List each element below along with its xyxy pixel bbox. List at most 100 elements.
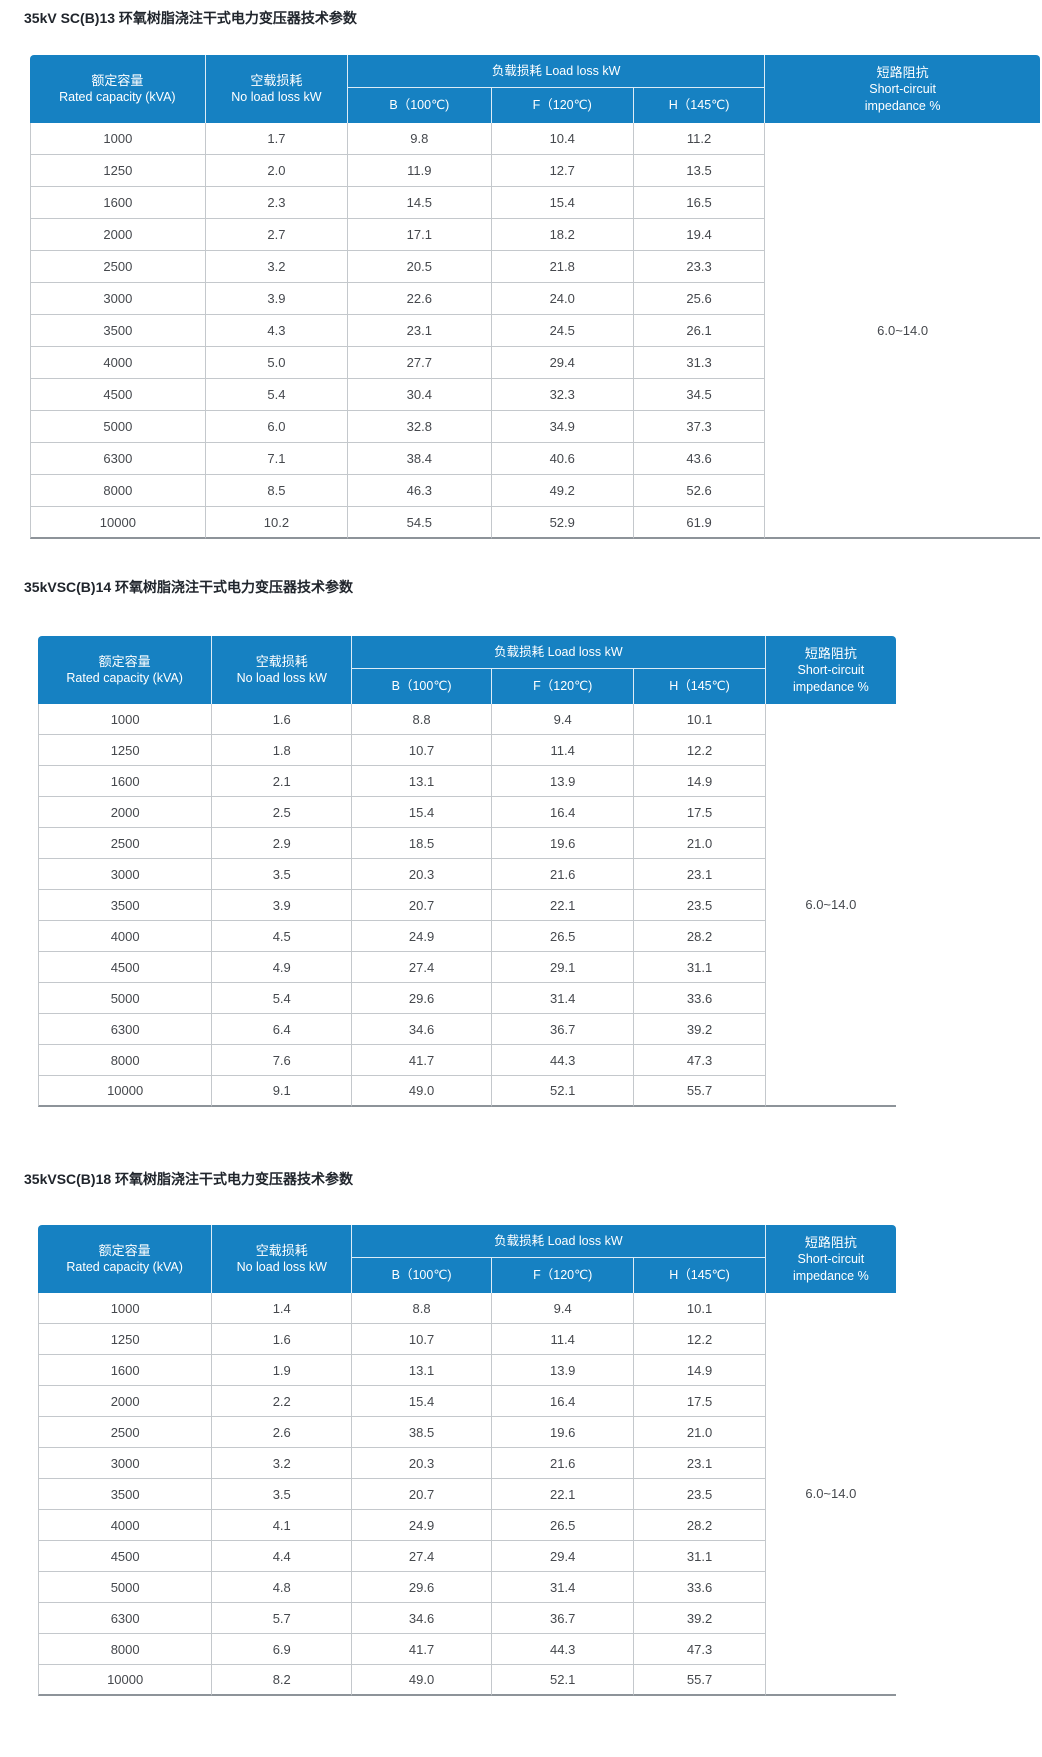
value-cell: 24.0 [490,283,633,315]
table-title: 35kVSC(B)14 环氧树脂浇注干式电力变压器技术参数 [24,579,354,595]
col-header-h-145c: H（145℃) [632,88,765,123]
capacity-cell: 1250 [38,1324,212,1355]
table-row: 6300 7.1 38.4 40.6 43.6 [30,443,1040,475]
capacity-cell: 1000 [38,704,212,735]
value-cell: 41.7 [351,1634,491,1665]
value-cell: 52.1 [491,1665,634,1696]
col-header-zh: 额定容量 [98,654,151,669]
col-header-zh: 额定容量 [91,73,144,88]
value-cell: 11.4 [491,735,634,766]
table-row: 6300 6.4 34.6 36.7 39.2 [38,1014,896,1045]
col-header-load-loss: 负载损耗 Load loss kW [347,55,765,88]
value-cell: 2.5 [211,797,352,828]
table-row: 3500 3.9 20.7 22.1 23.5 [38,890,896,921]
value-cell: 44.3 [491,1634,634,1665]
value-cell: 17.1 [347,219,491,251]
table-row: 2000 2.7 17.1 18.2 19.4 [30,219,1040,251]
value-cell: 9.1 [211,1076,352,1107]
col-header-en: Rated capacity (kVA) [59,90,176,104]
value-cell: 3.9 [204,283,348,315]
value-cell: 33.6 [633,1572,765,1603]
col-header-load-loss: 负载损耗 Load loss kW [351,1225,765,1258]
table-row: 5000 6.0 32.8 34.9 37.3 [30,411,1040,443]
value-cell: 36.7 [491,1014,634,1045]
value-cell: 2.0 [204,155,348,187]
capacity-cell: 10000 [30,507,205,539]
capacity-cell: 6300 [30,443,205,475]
value-cell: 34.5 [632,379,765,411]
value-cell: 29.1 [491,952,634,983]
table-row: 3000 3.2 20.3 21.6 23.1 [38,1448,896,1479]
table-body: 1000 1.7 9.8 10.4 11.2 6.0~14.0 1250 2.0 11.9 12.… [30,123,1040,539]
capacity-cell: 3500 [38,890,212,921]
capacity-cell: 1000 [38,1293,212,1324]
value-cell: 6.4 [211,1014,352,1045]
spec-table-scb13: 额定容量 Rated capacity (kVA) 空载损耗 No load l… [30,55,1040,539]
value-cell: 49.0 [351,1665,491,1696]
value-cell: 31.3 [632,347,765,379]
value-cell: 19.4 [632,219,765,251]
capacity-cell: 4000 [30,347,205,379]
capacity-cell: 3500 [30,315,205,347]
capacity-cell: 5000 [38,983,212,1014]
value-cell: 30.4 [347,379,491,411]
col-header-h-145c: H（145℃) [633,1258,765,1293]
value-cell: 22.6 [347,283,491,315]
value-cell: 10.7 [351,1324,491,1355]
col-header-short-circuit-impedance: 短路阻抗 Short-circuit impedance % [764,1225,896,1293]
value-cell: 28.2 [633,921,765,952]
value-cell: 9.8 [347,123,491,155]
col-header-en: Short-circuit [869,81,936,96]
value-cell: 12.7 [490,155,633,187]
table-row: 1250 1.6 10.7 11.4 12.2 [38,1324,896,1355]
value-cell: 32.3 [490,379,633,411]
capacity-cell: 5000 [38,1572,212,1603]
value-cell: 31.1 [633,952,765,983]
value-cell: 1.6 [211,704,352,735]
value-cell: 23.5 [633,890,765,921]
value-cell: 23.1 [347,315,491,347]
capacity-cell: 1600 [30,187,205,219]
value-cell: 10.2 [204,507,348,539]
col-header-load-loss: 负载损耗 Load loss kW [351,636,765,669]
col-header-f-120c: F（120℃) [491,1258,634,1293]
value-cell: 46.3 [347,475,491,507]
value-cell: 10.1 [633,1293,765,1324]
value-cell: 14.5 [347,187,491,219]
capacity-cell: 8000 [38,1634,212,1665]
value-cell: 14.9 [633,766,765,797]
table-row: 8000 8.5 46.3 49.2 52.6 [30,475,1040,507]
value-cell: 21.6 [491,1448,634,1479]
value-cell: 1.4 [211,1293,352,1324]
capacity-cell: 4500 [30,379,205,411]
value-cell: 31.1 [633,1541,765,1572]
value-cell: 26.1 [632,315,765,347]
value-cell: 34.6 [351,1014,491,1045]
col-header-f-120c: F（120℃) [490,88,633,123]
capacity-cell: 4000 [38,1510,212,1541]
value-cell: 4.3 [204,315,348,347]
value-cell: 2.3 [204,187,348,219]
value-cell: 16.5 [632,187,765,219]
value-cell: 43.6 [632,443,765,475]
value-cell: 16.4 [491,1386,634,1417]
capacity-cell: 1600 [38,1355,212,1386]
table-row: 1600 2.1 13.1 13.9 14.9 [38,766,896,797]
col-header-en: Rated capacity (kVA) [66,671,183,685]
value-cell: 23.1 [633,1448,765,1479]
table-row: 1000 1.4 8.8 9.4 10.1 6.0~14.0 [38,1293,896,1696]
value-cell: 29.4 [491,1541,634,1572]
value-cell: 39.2 [633,1603,765,1634]
col-header-en: No load loss kW [236,1260,327,1274]
col-header-zh: 短路阻抗 [804,1234,857,1250]
table-row: 3000 3.9 22.6 24.0 25.6 [30,283,1040,315]
col-header-rated-capacity: 额定容量 Rated capacity (kVA) [30,55,205,123]
col-header-no-load-loss: 空载损耗 No load loss kW [204,55,348,123]
value-cell: 15.4 [351,1386,491,1417]
value-cell: 13.1 [351,1355,491,1386]
table-row: 10000 8.2 49.0 52.1 55.7 [38,1665,896,1696]
value-cell: 1.8 [211,735,352,766]
col-header-b-100c: B（100℃) [351,669,491,704]
capacity-cell: 3000 [38,859,212,890]
value-cell: 61.9 [632,507,765,539]
